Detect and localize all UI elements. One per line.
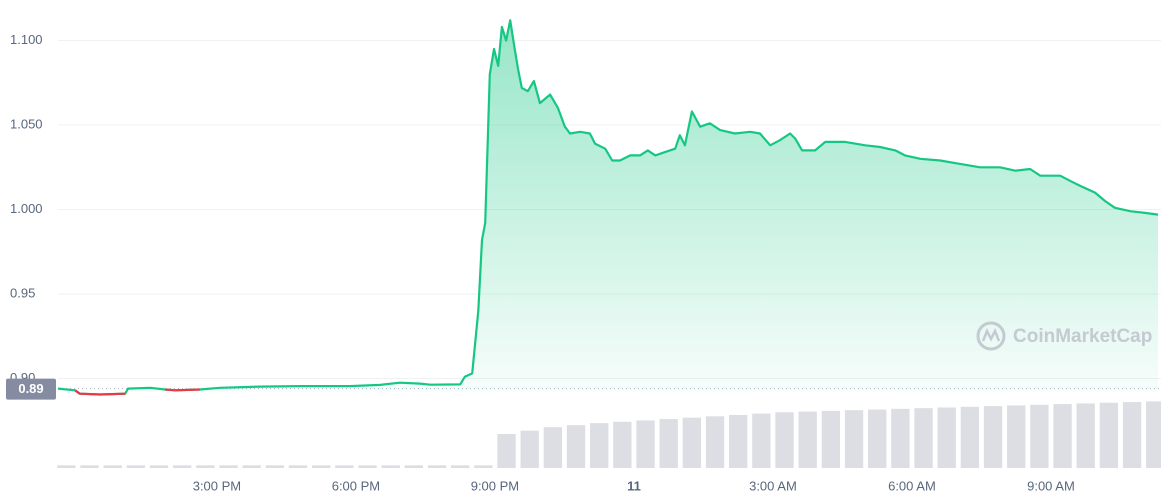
volume-bar — [983, 406, 1003, 468]
volume-bar — [57, 465, 76, 468]
volume-bar — [358, 465, 377, 468]
volume-bars — [57, 401, 1161, 468]
volume-bar — [775, 412, 794, 468]
watermark-logo — [976, 321, 1006, 351]
x-tick-label: 11 — [627, 478, 641, 493]
volume-bar — [381, 465, 400, 468]
volume-bar — [288, 465, 308, 468]
x-tick-label: 9:00 PM — [471, 478, 519, 493]
volume-bar — [219, 465, 238, 468]
x-tick-label: 6:00 PM — [332, 478, 380, 493]
volume-bar — [1146, 401, 1161, 468]
price-line — [57, 19, 1159, 396]
volume-bar — [196, 465, 215, 468]
volume-bar — [543, 427, 563, 468]
watermark-text: CoinMarketCap — [1013, 326, 1152, 347]
volume-bar — [427, 465, 447, 468]
volume-bar — [613, 421, 632, 468]
price-line-down — [164, 388, 200, 392]
volume-bar — [242, 465, 261, 468]
volume-bar — [1076, 403, 1095, 468]
volume-bar — [891, 408, 910, 468]
volume-bar — [821, 410, 841, 468]
y-tick-label: 1.050 — [10, 116, 43, 131]
volume-bar — [937, 407, 956, 468]
x-tick-label: 3:00 AM — [749, 478, 797, 493]
area-fill — [58, 20, 1158, 395]
volume-bar — [520, 430, 539, 468]
volume-bar — [590, 423, 609, 468]
volume-bar — [844, 410, 864, 468]
volume-bar — [265, 465, 285, 468]
y-tick-label: 1.100 — [10, 32, 43, 47]
volume-bar — [404, 465, 424, 468]
volume-bar — [80, 465, 99, 468]
x-tick-label: 9:00 AM — [1027, 478, 1075, 493]
volume-bar — [752, 413, 771, 468]
volume-bar — [335, 465, 354, 468]
volume-bar — [1030, 404, 1049, 468]
price-line-down — [74, 389, 126, 396]
y-tick-label: 0.95 — [10, 285, 35, 300]
volume-bar — [960, 406, 980, 468]
volume-bar — [705, 416, 725, 468]
volume-bar — [566, 425, 586, 468]
volume-bar — [497, 434, 516, 468]
plot — [57, 19, 1161, 396]
volume-bar — [659, 419, 678, 468]
volume-bar — [173, 465, 192, 468]
volume-bar — [636, 420, 655, 468]
volume-bar — [682, 417, 702, 468]
x-tick-label: 3:00 PM — [193, 478, 241, 493]
volume-bar — [103, 465, 122, 468]
y-tick-label: 1.000 — [10, 201, 43, 216]
volume-bar — [451, 465, 470, 468]
volume-bar — [474, 465, 493, 468]
volume-bar — [312, 465, 331, 468]
reference-label-box — [6, 378, 56, 400]
watermark-logo-mark — [981, 327, 1001, 342]
volume-bar — [126, 465, 146, 468]
volume-bar — [1053, 404, 1072, 468]
volume-bar — [798, 411, 817, 468]
volume-bar — [1007, 405, 1026, 468]
volume-bar — [729, 414, 748, 468]
volume-bar — [1122, 402, 1142, 468]
volume-bar — [868, 409, 887, 468]
watermark: CoinMarketCap — [976, 321, 1152, 351]
volume-bar — [149, 465, 169, 468]
volume-bar — [1099, 402, 1119, 468]
reference-label: 0.89 — [18, 381, 43, 396]
volume-bar — [914, 408, 933, 468]
x-tick-label: 6:00 AM — [888, 478, 936, 493]
